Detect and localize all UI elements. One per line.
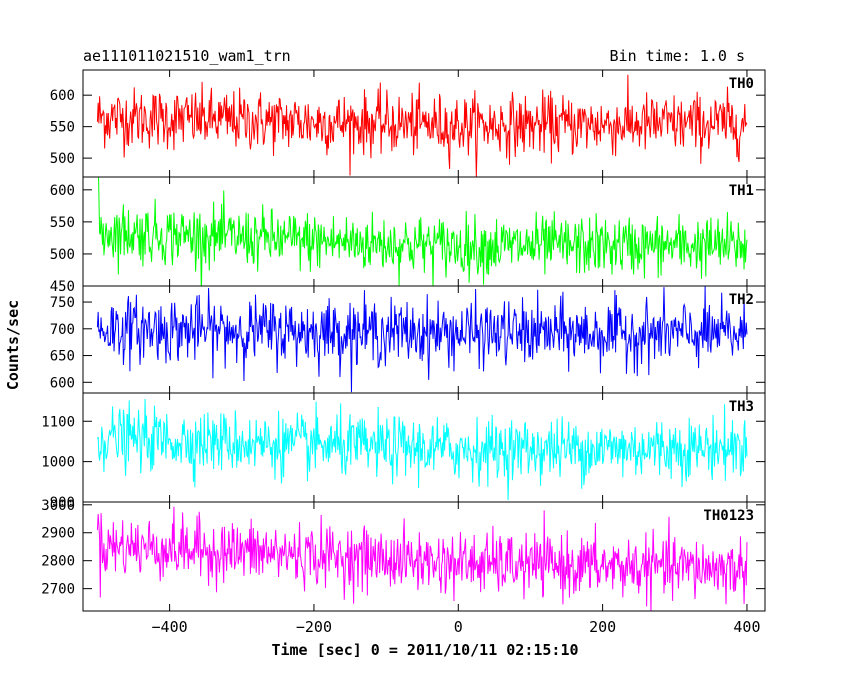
y-axis-title: Counts/sec — [4, 300, 22, 390]
y-tick-label: 750 — [50, 295, 75, 311]
series-line-th0123 — [96, 506, 748, 611]
panel-th3: 900 1000 1100 TH3 — [41, 392, 766, 511]
y-tick-label: 2700 — [41, 582, 75, 598]
y-tick-label: 900 — [50, 495, 75, 511]
y-tick-label: 500 — [50, 151, 75, 167]
panel-label: TH0123 — [703, 508, 754, 524]
y-tick-label: 600 — [50, 183, 75, 199]
x-axis-title: Time [sec] 0 = 2011/10/11 02:15:10 — [271, 641, 578, 659]
y-tick-label: 650 — [50, 349, 75, 365]
panel-th1: 450 500 550 600 TH1 — [50, 176, 766, 295]
y-tick-label: 500 — [50, 247, 75, 263]
y-tick-label: 2900 — [41, 526, 75, 542]
series-line-th1 — [98, 177, 748, 286]
y-tick-label: 2800 — [41, 554, 75, 570]
panels-group: 500 550 600 TH0 450 500 550 600 TH1 600 650 700 750 T… — [41, 69, 766, 612]
panel-th2: 600 650 700 750 TH2 — [50, 285, 766, 394]
y-tick-label: 3000 — [41, 498, 75, 514]
panel-label: TH1 — [729, 183, 754, 199]
file-label: ae111011021510_wam1_trn — [83, 47, 291, 65]
y-tick-label: 1100 — [41, 414, 75, 430]
y-tick-label: 1000 — [41, 455, 75, 471]
series-line-th0 — [96, 74, 748, 177]
y-tick-label: 700 — [50, 322, 75, 338]
y-tick-label: 600 — [50, 375, 75, 391]
series-line-th3 — [96, 399, 748, 501]
x-tick-label: −400 — [152, 618, 188, 636]
panel-th0123: 2700 2800 2900 3000 TH0123 — [41, 498, 766, 612]
x-tick-label: 200 — [589, 618, 616, 636]
panel-label: TH0 — [729, 76, 754, 92]
panel-label: TH3 — [729, 399, 754, 415]
y-tick-label: 550 — [50, 215, 75, 231]
panel-frame — [82, 69, 766, 178]
series-line-th2 — [96, 286, 748, 393]
panel-frame — [82, 392, 766, 503]
x-tick-label: 0 — [454, 618, 463, 636]
bin-time-label: Bin time: 1.0 s — [610, 47, 745, 65]
x-tick-label: −200 — [296, 618, 332, 636]
panel-label: TH2 — [729, 292, 754, 308]
x-axis: −400 −200 0 200 400 — [152, 618, 761, 636]
y-tick-label: 550 — [50, 120, 75, 136]
panel-th0: 500 550 600 TH0 — [50, 69, 766, 178]
x-tick-label: 400 — [733, 618, 760, 636]
y-tick-label: 600 — [50, 88, 75, 104]
y-tick-label: 450 — [50, 279, 75, 295]
panel-frame — [82, 501, 766, 612]
